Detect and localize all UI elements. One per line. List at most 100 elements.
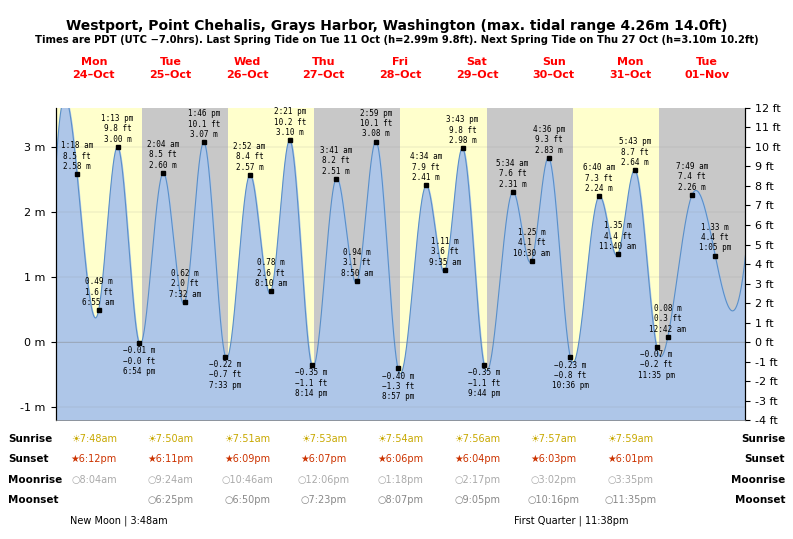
Text: Sat: Sat — [467, 57, 488, 67]
Text: ○8:07pm: ○8:07pm — [377, 495, 423, 506]
Bar — [659, 108, 745, 420]
Text: ○6:50pm: ○6:50pm — [224, 495, 270, 506]
Text: ★6:07pm: ★6:07pm — [301, 454, 347, 465]
Text: Moonset: Moonset — [8, 495, 59, 506]
Bar — [142, 108, 228, 420]
Text: Sun: Sun — [542, 57, 565, 67]
Text: 2:21 pm
10.2 ft
3.10 m: 2:21 pm 10.2 ft 3.10 m — [274, 107, 306, 137]
Text: 0.62 m
2.0 ft
7:32 am: 0.62 m 2.0 ft 7:32 am — [169, 269, 201, 299]
Text: Fri: Fri — [393, 57, 408, 67]
Bar — [228, 108, 314, 420]
Text: 1.25 m
4.1 ft
10:30 am: 1.25 m 4.1 ft 10:30 am — [513, 228, 550, 258]
Text: 28–Oct: 28–Oct — [379, 70, 422, 80]
Text: ★6:01pm: ★6:01pm — [607, 454, 653, 465]
Text: 0.49 m
1.6 ft
6:55 am: 0.49 m 1.6 ft 6:55 am — [82, 277, 115, 307]
Text: 3:43 pm
9.8 ft
2.98 m: 3:43 pm 9.8 ft 2.98 m — [446, 115, 479, 145]
Text: 0.08 m
0.3 ft
12:42 am: 0.08 m 0.3 ft 12:42 am — [649, 304, 686, 334]
Text: −0.22 m
−0.7 ft
7:33 pm: −0.22 m −0.7 ft 7:33 pm — [209, 360, 242, 390]
Text: 6:40 am
7.3 ft
2.24 m: 6:40 am 7.3 ft 2.24 m — [583, 163, 615, 193]
Text: −0.35 m
−1.1 ft
8:14 pm: −0.35 m −1.1 ft 8:14 pm — [296, 368, 328, 398]
Text: 1.11 m
3.6 ft
9:35 am: 1.11 m 3.6 ft 9:35 am — [429, 237, 462, 267]
Text: Moonrise: Moonrise — [731, 475, 785, 485]
Text: 4:36 pm
9.3 ft
2.83 m: 4:36 pm 9.3 ft 2.83 m — [533, 125, 565, 155]
Text: Sunset: Sunset — [745, 454, 785, 465]
Bar — [400, 108, 487, 420]
Text: Thu: Thu — [312, 57, 335, 67]
Text: Sunrise: Sunrise — [8, 434, 52, 444]
Text: ☀7:53am: ☀7:53am — [301, 434, 347, 444]
Text: 0.78 m
2.6 ft
8:10 am: 0.78 m 2.6 ft 8:10 am — [255, 258, 287, 288]
Text: ★6:06pm: ★6:06pm — [377, 454, 423, 465]
Text: Westport, Point Chehalis, Grays Harbor, Washington (max. tidal range 4.26m 14.0f: Westport, Point Chehalis, Grays Harbor, … — [66, 19, 727, 33]
Text: ☀7:48am: ☀7:48am — [71, 434, 117, 444]
Text: ★6:12pm: ★6:12pm — [71, 454, 117, 465]
Text: −0.07 m
−0.2 ft
11:35 pm: −0.07 m −0.2 ft 11:35 pm — [638, 350, 675, 380]
Text: ○9:24am: ○9:24am — [147, 475, 193, 485]
Text: Sunset: Sunset — [8, 454, 48, 465]
Bar — [745, 108, 793, 420]
Text: ★6:04pm: ★6:04pm — [454, 454, 500, 465]
Text: 29–Oct: 29–Oct — [456, 70, 498, 80]
Text: −0.23 m
−0.8 ft
10:36 pm: −0.23 m −0.8 ft 10:36 pm — [552, 361, 589, 390]
Text: 1:46 pm
10.1 ft
3.07 m: 1:46 pm 10.1 ft 3.07 m — [188, 109, 220, 139]
Text: 1.33 m
4.4 ft
1:05 pm: 1.33 m 4.4 ft 1:05 pm — [699, 223, 731, 252]
Bar — [314, 108, 400, 420]
Text: Times are PDT (UTC −7.0hrs). Last Spring Tide on Tue 11 Oct (h=2.99m 9.8ft). Nex: Times are PDT (UTC −7.0hrs). Last Spring… — [35, 35, 758, 45]
Text: Moonrise: Moonrise — [8, 475, 62, 485]
Text: 5:43 pm
8.7 ft
2.64 m: 5:43 pm 8.7 ft 2.64 m — [619, 137, 651, 167]
Text: 25–Oct: 25–Oct — [149, 70, 192, 80]
Bar — [56, 108, 142, 420]
Text: ○3:35pm: ○3:35pm — [607, 475, 653, 485]
Text: Wed: Wed — [233, 57, 261, 67]
Text: 4:34 am
7.9 ft
2.41 m: 4:34 am 7.9 ft 2.41 m — [410, 152, 442, 182]
Text: ☀7:50am: ☀7:50am — [147, 434, 193, 444]
Text: Tue: Tue — [159, 57, 182, 67]
Text: 5:34 am
7.6 ft
2.31 m: 5:34 am 7.6 ft 2.31 m — [496, 159, 529, 189]
Text: 01–Nov: 01–Nov — [684, 70, 730, 80]
Text: Sunrise: Sunrise — [741, 434, 785, 444]
Text: ★6:09pm: ★6:09pm — [224, 454, 270, 465]
Text: Mon: Mon — [81, 57, 107, 67]
Text: ★6:03pm: ★6:03pm — [531, 454, 577, 465]
Text: ☀7:57am: ☀7:57am — [531, 434, 577, 444]
Text: ○1:18pm: ○1:18pm — [377, 475, 423, 485]
Text: 2:52 am
8.4 ft
2.57 m: 2:52 am 8.4 ft 2.57 m — [233, 142, 266, 171]
Text: Mon: Mon — [617, 57, 644, 67]
Text: 26–Oct: 26–Oct — [226, 70, 268, 80]
Text: ☀7:51am: ☀7:51am — [224, 434, 270, 444]
Text: ○11:35pm: ○11:35pm — [604, 495, 657, 506]
Text: ○12:06pm: ○12:06pm — [297, 475, 350, 485]
Text: ☀7:54am: ☀7:54am — [377, 434, 423, 444]
Text: −0.40 m
−1.3 ft
8:57 pm: −0.40 m −1.3 ft 8:57 pm — [381, 371, 414, 402]
Text: 30–Oct: 30–Oct — [533, 70, 575, 80]
Text: 24–Oct: 24–Oct — [73, 70, 115, 80]
Text: 7:49 am
7.4 ft
2.26 m: 7:49 am 7.4 ft 2.26 m — [676, 162, 708, 192]
Text: 1:18 am
8.5 ft
2.58 m: 1:18 am 8.5 ft 2.58 m — [61, 141, 94, 171]
Text: ○7:23pm: ○7:23pm — [301, 495, 347, 506]
Text: ○9:05pm: ○9:05pm — [454, 495, 500, 506]
Text: ☀7:56am: ☀7:56am — [454, 434, 500, 444]
Text: 31–Oct: 31–Oct — [609, 70, 652, 80]
Bar — [487, 108, 573, 420]
Text: 1.35 m
4.4 ft
11:40 am: 1.35 m 4.4 ft 11:40 am — [600, 222, 636, 251]
Text: ○6:25pm: ○6:25pm — [147, 495, 193, 506]
Text: ○3:02pm: ○3:02pm — [531, 475, 577, 485]
Text: 2:04 am
8.5 ft
2.60 m: 2:04 am 8.5 ft 2.60 m — [147, 140, 179, 170]
Text: 3:41 am
8.2 ft
2.51 m: 3:41 am 8.2 ft 2.51 m — [320, 146, 352, 176]
Text: −0.01 m
−0.0 ft
6:54 pm: −0.01 m −0.0 ft 6:54 pm — [123, 346, 155, 376]
Text: 27–Oct: 27–Oct — [303, 70, 345, 80]
Text: New Moon | 3:48am: New Moon | 3:48am — [70, 516, 168, 526]
Text: ○8:04am: ○8:04am — [71, 475, 117, 485]
Text: 0.94 m
3.1 ft
8:50 am: 0.94 m 3.1 ft 8:50 am — [341, 248, 374, 278]
Text: −0.35 m
−1.1 ft
9:44 pm: −0.35 m −1.1 ft 9:44 pm — [468, 368, 500, 398]
Text: Moonset: Moonset — [734, 495, 785, 506]
Text: ○2:17pm: ○2:17pm — [454, 475, 500, 485]
Bar — [573, 108, 659, 420]
Text: ○10:46am: ○10:46am — [221, 475, 273, 485]
Text: ○10:16pm: ○10:16pm — [528, 495, 580, 506]
Text: Tue: Tue — [696, 57, 718, 67]
Text: 1:13 pm
9.8 ft
3.00 m: 1:13 pm 9.8 ft 3.00 m — [102, 114, 134, 143]
Text: ☀7:59am: ☀7:59am — [607, 434, 653, 444]
Text: 2:59 pm
10.1 ft
3.08 m: 2:59 pm 10.1 ft 3.08 m — [360, 109, 393, 139]
Text: First Quarter | 11:38pm: First Quarter | 11:38pm — [514, 516, 628, 526]
